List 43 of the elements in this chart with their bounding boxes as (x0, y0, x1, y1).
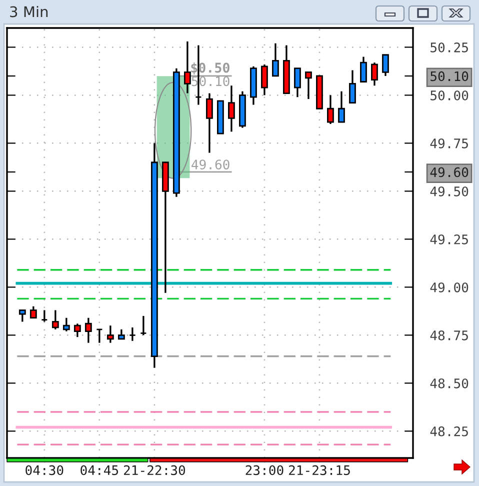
y-tick-label: 50.25 (430, 42, 468, 52)
candlestick (272, 42, 279, 77)
candlestick (52, 309, 59, 330)
candlestick (206, 92, 213, 154)
y-tick-label: 48.75 (430, 330, 468, 340)
candlestick (305, 71, 312, 100)
candlestick (40, 309, 48, 323)
chart-title: 3 Min (10, 6, 48, 18)
candlestick (338, 90, 345, 123)
candlestick (371, 62, 378, 86)
candlestick (360, 56, 367, 83)
candlestick (261, 64, 268, 96)
candlestick (84, 317, 92, 344)
candlestick (294, 67, 301, 98)
y-tick-label: 48.25 (430, 426, 468, 436)
candlestick (118, 328, 125, 340)
candlestick (30, 306, 37, 319)
x-tick-label: 23:00 (246, 465, 284, 476)
x-tick-label: 04:30 (26, 465, 64, 476)
candlestick (62, 317, 70, 332)
x-tick-label: 21-22:30 (124, 465, 186, 476)
candlestick (74, 322, 81, 338)
candlestick (140, 315, 147, 336)
candlestick (96, 328, 103, 344)
x-tick-label: 21-23:15 (289, 465, 350, 476)
y-tick-label: 48.50 (430, 378, 468, 388)
candlestick (327, 94, 334, 125)
y-tick-label: 50.00 (430, 90, 468, 100)
candlestick (184, 40, 191, 94)
y-tick-label: 49.25 (430, 234, 468, 244)
candlestick (382, 54, 389, 77)
y-tick-label: 49.50 (430, 186, 468, 196)
candlestick (18, 309, 26, 323)
x-tick-label: 04:45 (80, 465, 118, 476)
ref-line-label: 49.60 (192, 160, 230, 170)
candlestick (106, 324, 114, 344)
candlestick (349, 69, 356, 104)
y-tick-label: 49.60 (430, 167, 468, 178)
y-tick-label: 50.10 (430, 71, 468, 82)
candlestick (128, 326, 136, 342)
y-tick-label: 49.75 (430, 138, 468, 148)
y-tick-label: 49.00 (430, 282, 468, 292)
candlestick (228, 84, 235, 132)
